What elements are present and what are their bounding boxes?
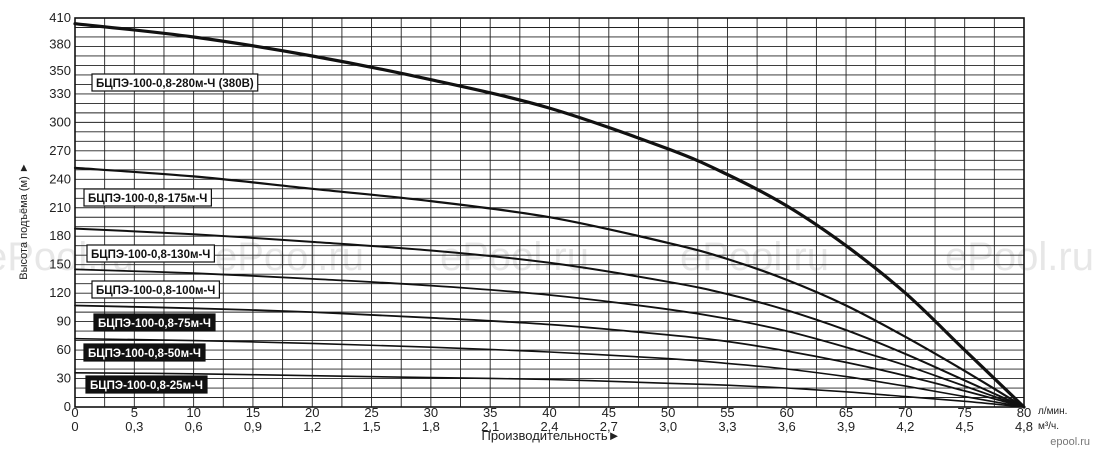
x-tick-label-secondary: 0,3	[125, 419, 143, 434]
plot-frame	[74, 17, 1025, 408]
x-tick-label-primary: 70	[898, 405, 912, 420]
x-tick-label-secondary: 4,2	[896, 419, 914, 434]
series-label-1: БЦПЭ-100-0,8-280м-Ч (380В)	[96, 78, 254, 90]
series-label-box	[85, 375, 208, 394]
y-tick-label: 350	[49, 63, 71, 78]
watermark-text: ePool.ru	[680, 235, 829, 279]
y-tick-label: 180	[49, 228, 71, 243]
series-label-box	[83, 188, 212, 207]
x-tick-label-secondary: 2,7	[600, 419, 618, 434]
x-tick-label-primary: 80	[1017, 405, 1031, 420]
series-line-5	[74, 304, 1025, 408]
pump-curves	[73, 22, 1026, 409]
y-axis-title: Высота подъёма (м) ►	[18, 162, 30, 279]
x-tick-label-primary: 5	[131, 405, 138, 420]
x-tick-label-primary: 75	[957, 405, 971, 420]
y-axis-ticks: 0 30 60 90 120 150 180 210 240 270 300 330 350 380 410	[49, 10, 71, 414]
series-line-7	[74, 372, 1025, 408]
x-tick-label-primary: 25	[364, 405, 378, 420]
y-tick-label: 240	[49, 171, 71, 186]
x-tick-label-secondary: 0,6	[185, 419, 203, 434]
x-tick-label-primary: 60	[780, 405, 794, 420]
x-tick-label-secondary: 1,8	[422, 419, 440, 434]
x-axis-title: Производительность►	[481, 428, 620, 443]
x-tick-label-primary: 20	[305, 405, 319, 420]
watermark-text: ePool.ru	[440, 235, 589, 279]
x-tick-label-primary: 65	[839, 405, 853, 420]
series-label-box	[86, 244, 215, 263]
x-tick-label-primary: 45	[602, 405, 616, 420]
y-tick-label: 330	[49, 86, 71, 101]
y-tick-label: 0	[64, 399, 71, 414]
series-line-2	[73, 166, 1026, 409]
watermark-text: ePool.ru	[945, 235, 1094, 279]
x-tick-label-secondary: 3,6	[778, 419, 796, 434]
series-line-3	[74, 227, 1025, 408]
series-line-6	[74, 337, 1025, 408]
series-label-3: БЦПЭ-100-0,8-130м-Ч	[91, 249, 210, 261]
x-tick-label-primary: 0	[71, 405, 78, 420]
y-tick-label: 120	[49, 285, 71, 300]
x-tick-label-secondary: 0	[71, 419, 78, 434]
series-label-6: БЦПЭ-100-0,8-50м-Ч	[88, 348, 201, 360]
series-label-4: БЦПЭ-100-0,8-100м-Ч	[96, 285, 215, 297]
x-unit-primary: л/мин.	[1038, 406, 1067, 417]
x-tick-label-secondary: 0,9	[244, 419, 262, 434]
x-tick-label-primary: 10	[186, 405, 200, 420]
y-tick-label: 270	[49, 143, 71, 158]
x-tick-label-primary: 35	[483, 405, 497, 420]
watermark-text: ePool.ru	[215, 235, 364, 279]
y-tick-label: 30	[57, 371, 71, 386]
brand-logo: epool.ru	[1050, 436, 1090, 448]
series-label-box	[83, 343, 206, 362]
series-label-box	[91, 73, 259, 92]
x-tick-label-primary: 50	[661, 405, 675, 420]
x-tick-label-primary: 55	[720, 405, 734, 420]
series-label-7: БЦПЭ-100-0,8-25м-Ч	[90, 380, 203, 392]
x-tick-label-primary: 15	[246, 405, 260, 420]
y-tick-label: 90	[57, 314, 71, 329]
y-tick-label: 150	[49, 257, 71, 272]
x-tick-label-secondary: 4,8	[1015, 419, 1033, 434]
y-tick-label: 60	[57, 342, 71, 357]
x-tick-label-secondary: 4,5	[956, 419, 974, 434]
series-label-5: БЦПЭ-100-0,8-75м-Ч	[98, 318, 211, 330]
x-tick-label-secondary: 3,0	[659, 419, 677, 434]
x-unit-secondary: м³/ч.	[1038, 421, 1059, 432]
series-line-1	[73, 22, 1026, 409]
series-labels: БЦПЭ-100-0,8-280м-Ч (380В) БЦПЭ-100-0,8-1…	[83, 73, 259, 394]
y-tick-label: 410	[49, 10, 71, 25]
x-tick-label-secondary: 3,3	[718, 419, 736, 434]
x-tick-label-primary: 40	[542, 405, 556, 420]
series-label-box	[93, 313, 216, 332]
series-label-2: БЦПЭ-100-0,8-175м-Ч	[88, 193, 207, 205]
x-tick-label-secondary: 3,9	[837, 419, 855, 434]
x-tick-label-secondary: 2,4	[540, 419, 558, 434]
x-axis-ticks-secondary: 0 0,3 0,6 0,9 1,2 1,5 1,8 2,1 2,4 2,7 3,0 3,3 3,6 3,9…	[71, 419, 1033, 434]
series-label-box	[91, 280, 220, 299]
series-line-4	[74, 268, 1025, 408]
y-tick-label: 300	[49, 114, 71, 129]
x-tick-label-primary: 30	[424, 405, 438, 420]
x-tick-label-secondary: 1,5	[363, 419, 381, 434]
x-tick-label-secondary: 1,2	[303, 419, 321, 434]
x-tick-label-secondary: 2,1	[481, 419, 499, 434]
y-tick-label: 380	[49, 37, 71, 52]
y-tick-label: 210	[49, 200, 71, 215]
x-axis-ticks-primary: 0 5 10 15 20 25 30 35 40 45 50 55 60 65 70 75 80	[71, 405, 1031, 420]
